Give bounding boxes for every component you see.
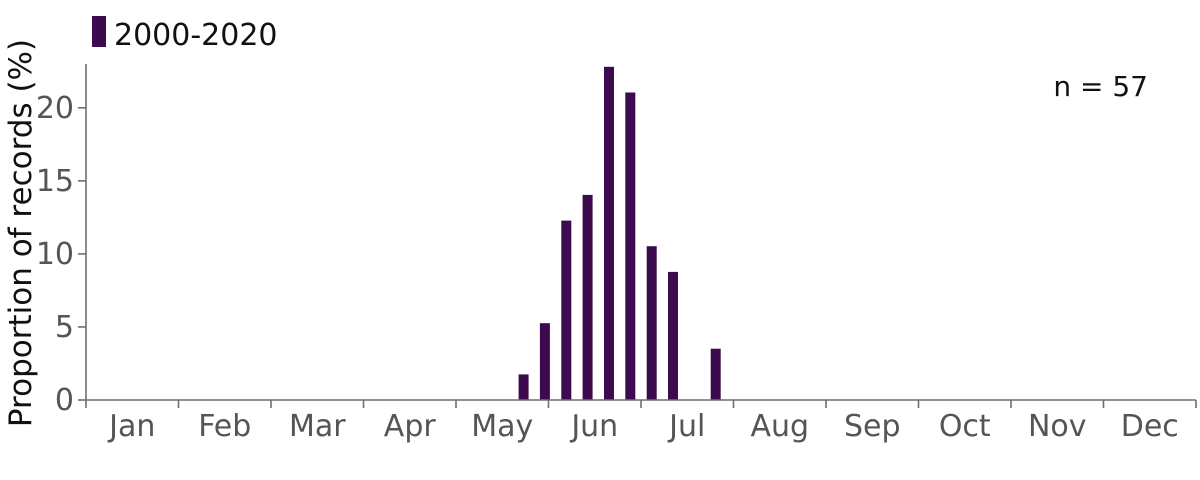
bar-week-30 bbox=[710, 348, 721, 400]
x-tick-label-mar: Mar bbox=[289, 409, 346, 444]
x-tick-label-dec: Dec bbox=[1121, 409, 1179, 444]
x-tick-label-apr: Apr bbox=[384, 409, 437, 444]
x-tick-label-nov: Nov bbox=[1028, 409, 1087, 444]
x-tick-label-aug: Aug bbox=[750, 409, 809, 444]
legend-label: 2000-2020 bbox=[114, 18, 278, 53]
bar-week-28 bbox=[668, 271, 678, 400]
bar-week-26 bbox=[625, 92, 636, 400]
x-tick-label-jan: Jan bbox=[107, 409, 155, 444]
bars-group bbox=[518, 66, 721, 401]
y-tick-label: 0 bbox=[55, 383, 74, 418]
axes-group bbox=[85, 64, 1196, 401]
legend-swatch bbox=[92, 16, 106, 47]
bar-week-25 bbox=[604, 66, 614, 401]
x-tick-label-may: May bbox=[471, 409, 533, 444]
x-tick-label-sep: Sep bbox=[844, 409, 901, 444]
sample-size-annotation: n = 57 bbox=[1053, 70, 1148, 103]
bar-week-24 bbox=[582, 194, 593, 400]
bar-week-22 bbox=[539, 323, 550, 400]
x-tick-label-jul: Jul bbox=[667, 409, 705, 444]
bar-week-23 bbox=[561, 220, 572, 400]
bar-week-21 bbox=[518, 374, 529, 400]
x-tick-label-oct: Oct bbox=[939, 409, 991, 444]
y-tick-label: 20 bbox=[36, 91, 74, 126]
y-ticks-group: 0 5 10 15 20 bbox=[36, 91, 86, 418]
y-axis-label: Proportion of records (%) bbox=[3, 39, 39, 427]
bar-week-27 bbox=[646, 246, 657, 400]
y-tick-label: 10 bbox=[36, 237, 74, 272]
y-tick-label: 5 bbox=[55, 310, 74, 345]
legend: 2000-2020 bbox=[92, 16, 278, 53]
x-tick-label-feb: Feb bbox=[198, 409, 251, 444]
x-ticks-group: Jan Feb Mar Apr May Jun Jul Aug Sep Oct Nov Dec bbox=[85, 400, 1197, 444]
y-tick-label: 15 bbox=[36, 164, 74, 199]
x-tick-label-jun: Jun bbox=[569, 409, 618, 444]
